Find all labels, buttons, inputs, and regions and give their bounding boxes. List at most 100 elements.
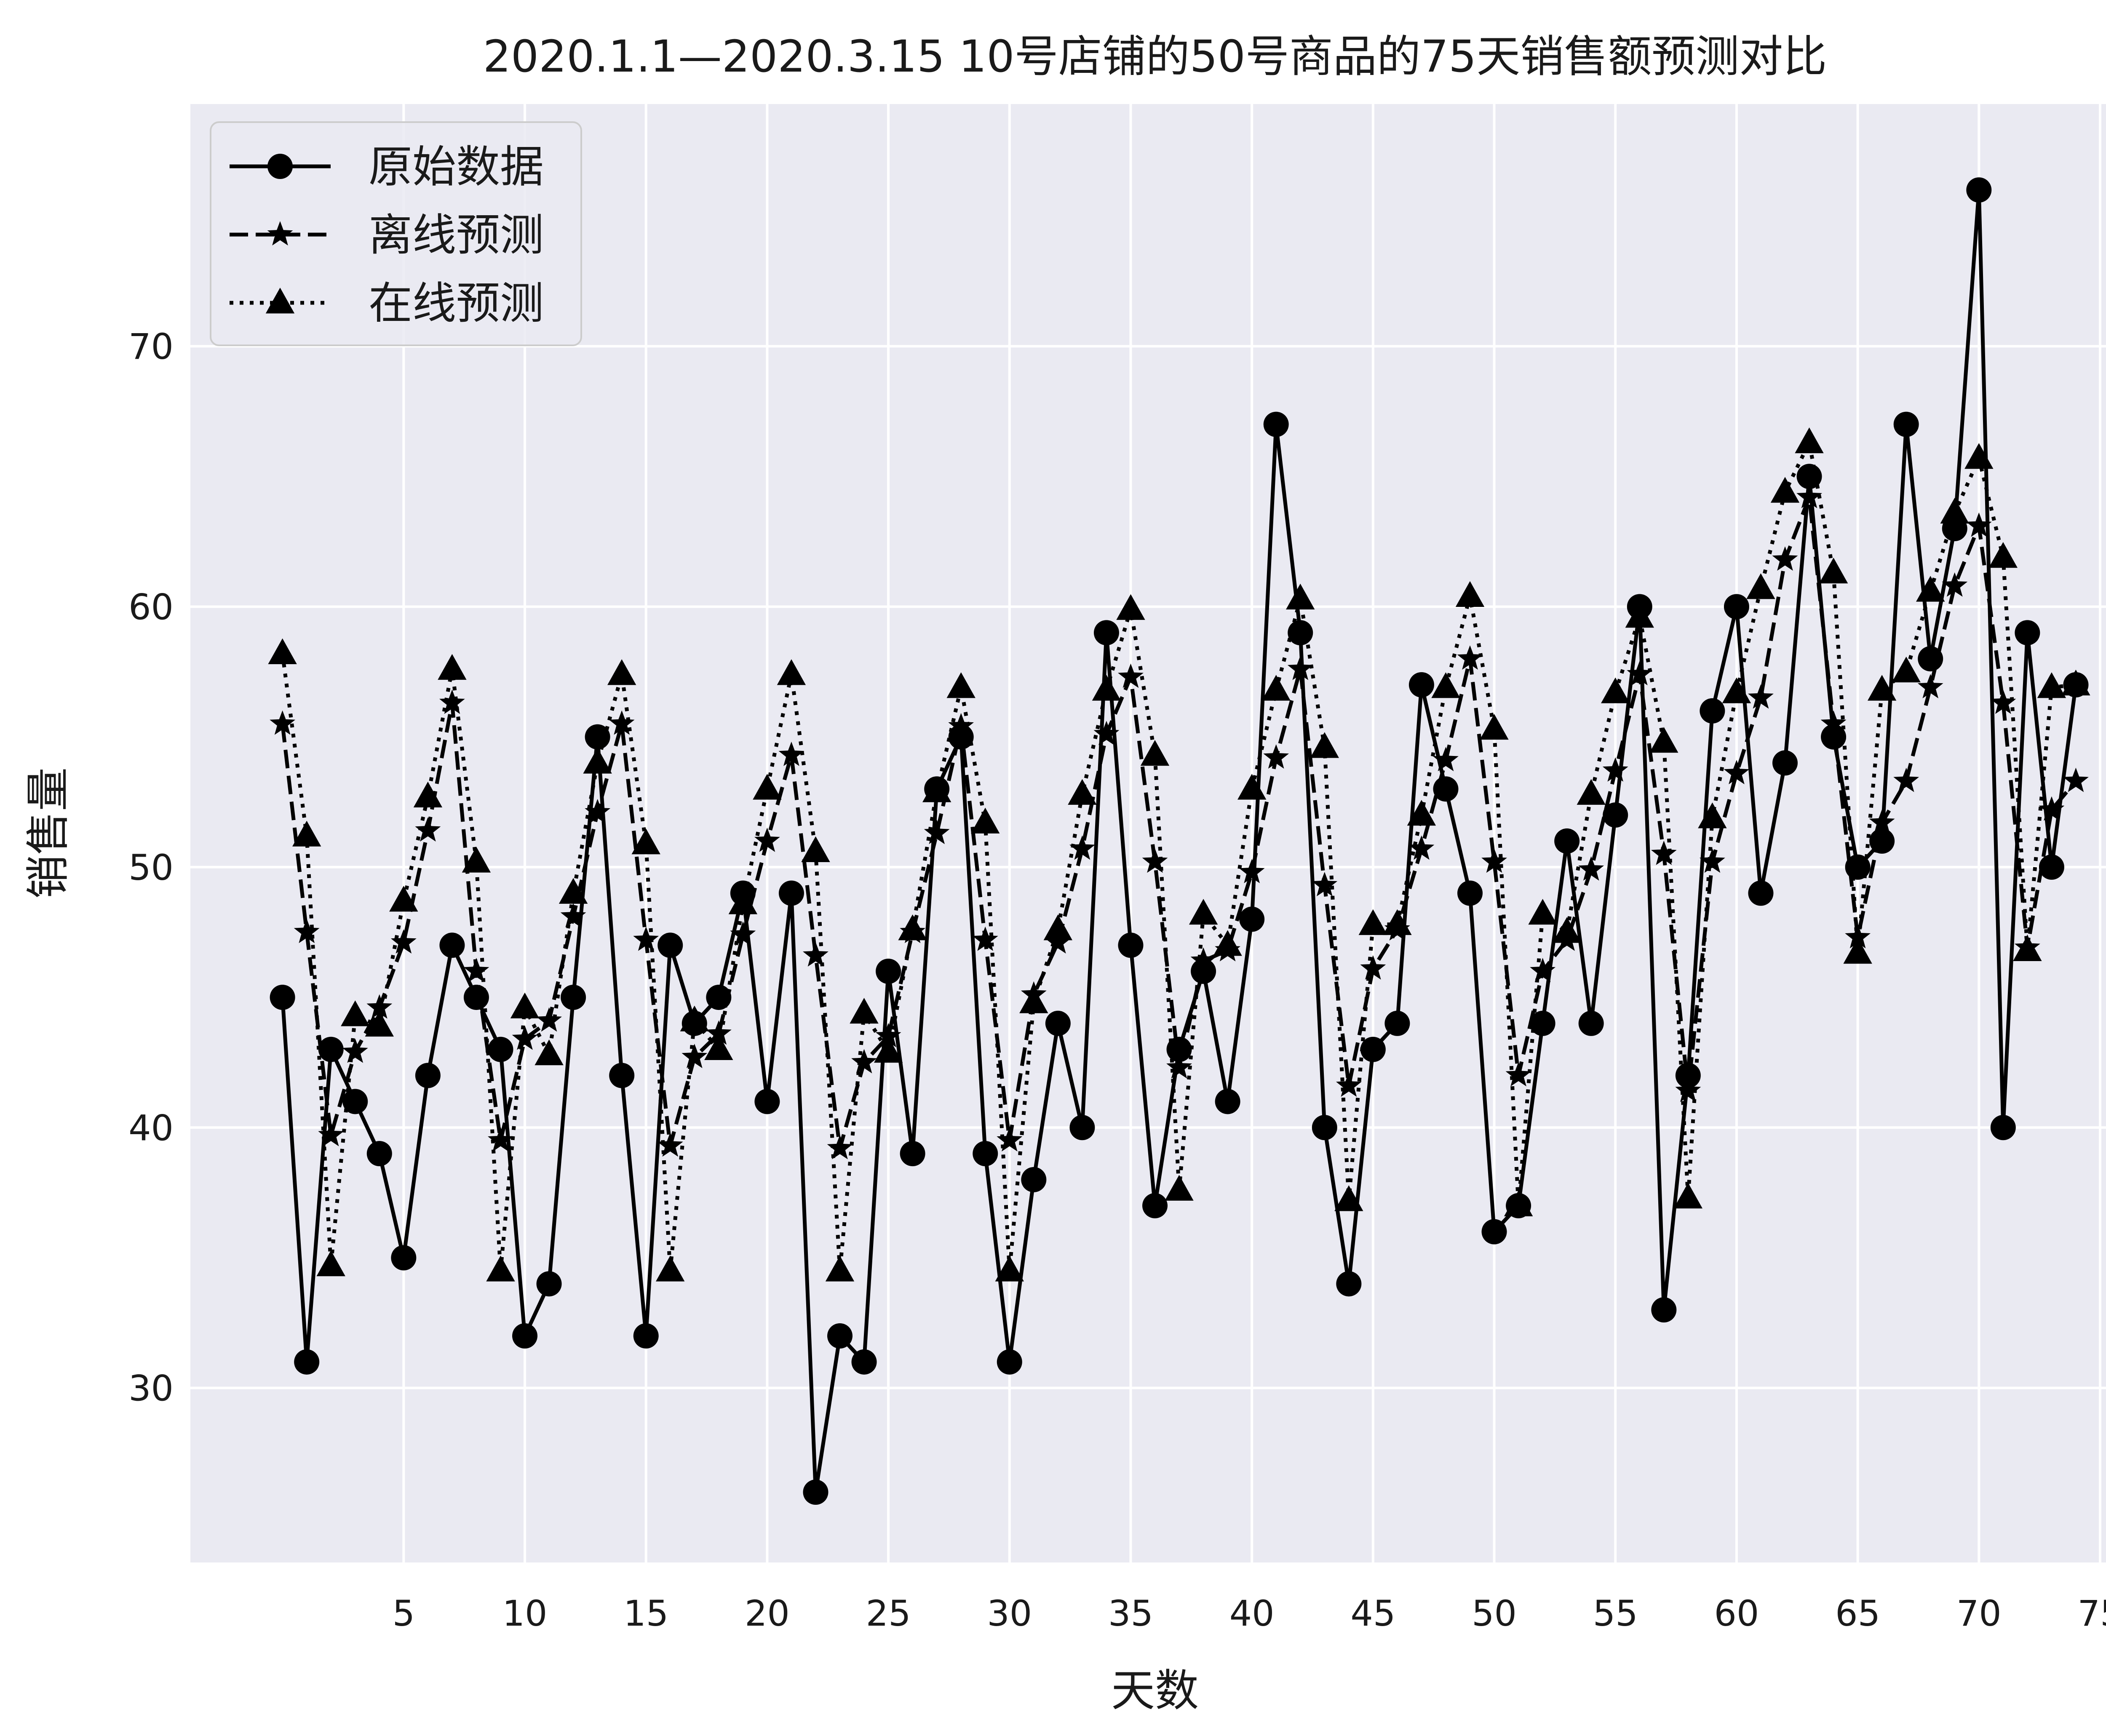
y-tick-label: 50 xyxy=(128,847,174,888)
data-point-triangle xyxy=(1431,672,1460,698)
data-point-star xyxy=(754,828,780,852)
data-point-star xyxy=(1820,710,1847,735)
data-point-circle xyxy=(1700,698,1725,724)
y-tick-label: 40 xyxy=(128,1107,174,1148)
data-point-star xyxy=(1772,546,1798,571)
data-point-triangle xyxy=(971,807,1000,833)
data-point-circle xyxy=(1990,1115,2016,1140)
data-point-triangle xyxy=(631,828,660,855)
data-point-star xyxy=(657,1132,683,1157)
data-point-circle xyxy=(512,1323,538,1349)
data-point-triangle xyxy=(1189,899,1218,925)
legend-label-original: 原始数据 xyxy=(369,141,544,192)
data-point-triangle xyxy=(1261,675,1291,701)
x-tick-label: 50 xyxy=(1472,1593,1517,1634)
x-tick-label: 25 xyxy=(866,1593,911,1634)
data-point-triangle xyxy=(874,1037,903,1063)
data-point-star xyxy=(1602,757,1628,782)
data-point-triangle xyxy=(316,1250,345,1277)
data-point-triangle xyxy=(2061,670,2090,696)
data-point-triangle xyxy=(535,1039,564,1066)
data-point-star xyxy=(730,921,756,946)
x-tick-label: 75 xyxy=(2078,1593,2106,1634)
legend-label-online: 在线预测 xyxy=(369,278,544,329)
data-point-star xyxy=(536,1007,562,1032)
data-point-triangle xyxy=(1528,899,1557,925)
data-point-star xyxy=(1966,512,1992,537)
legend-entry-offline: 离线预测 xyxy=(230,209,544,261)
x-tick-label: 15 xyxy=(623,1593,668,1634)
data-point-circle xyxy=(1796,464,1822,489)
data-point-star xyxy=(439,689,465,714)
data-point-star xyxy=(609,710,635,735)
data-point-triangle xyxy=(1480,714,1509,740)
data-point-triangle xyxy=(341,1000,370,1026)
data-point-star xyxy=(318,1122,344,1146)
data-point-star xyxy=(366,994,393,1019)
data-point-circle xyxy=(561,985,586,1010)
data-point-star xyxy=(1651,841,1677,865)
data-point-star xyxy=(415,817,441,842)
data-point-star xyxy=(1312,872,1338,897)
x-tick-label: 30 xyxy=(987,1593,1032,1634)
data-point-circle xyxy=(754,1089,780,1114)
data-point-triangle xyxy=(1358,909,1387,935)
legend-marker-star xyxy=(267,221,293,246)
data-point-star xyxy=(1942,572,1968,597)
data-point-star xyxy=(1505,1062,1531,1087)
x-tick-label: 20 xyxy=(745,1593,790,1634)
data-point-star xyxy=(1360,955,1386,980)
data-point-circle xyxy=(827,1323,853,1349)
data-point-star xyxy=(1142,848,1168,873)
x-tick-label: 60 xyxy=(1714,1593,1759,1634)
data-point-star xyxy=(463,958,489,983)
data-point-circle xyxy=(488,1036,513,1062)
data-point-star xyxy=(1724,760,1750,785)
data-point-star xyxy=(1481,848,1507,873)
data-point-star xyxy=(778,742,804,766)
data-point-star xyxy=(827,1135,853,1159)
y-tick-label: 30 xyxy=(128,1368,174,1409)
data-point-star xyxy=(1336,1072,1362,1097)
data-point-circle xyxy=(609,1063,635,1088)
chart-title: 2020.1.1—2020.3.15 10号店铺的50号商品的75天销售额预测对… xyxy=(483,31,1827,82)
data-point-triangle xyxy=(413,781,443,808)
data-point-star xyxy=(585,799,611,823)
data-point-triangle xyxy=(389,886,418,912)
data-point-star xyxy=(512,1026,538,1050)
data-point-triangle xyxy=(777,659,806,685)
data-point-circle xyxy=(876,959,901,984)
legend: 原始数据 离线预测 在线预测 xyxy=(210,121,582,346)
data-point-triangle xyxy=(1940,497,1969,524)
data-point-star xyxy=(390,929,417,954)
data-point-star xyxy=(1093,721,1120,745)
data-point-star xyxy=(1796,483,1822,508)
data-point-triangle xyxy=(1310,732,1339,758)
data-point-star xyxy=(1578,856,1604,881)
legend-entry-online: 在线预测 xyxy=(230,278,544,329)
data-point-circle xyxy=(2039,854,2064,880)
data-point-triangle xyxy=(1892,657,1921,683)
data-point-circle xyxy=(851,1349,877,1375)
data-point-star xyxy=(2039,796,2065,821)
data-point-star xyxy=(1748,684,1774,709)
data-point-triangle xyxy=(1770,477,1800,503)
data-point-triangle xyxy=(1140,740,1170,766)
data-point-circle xyxy=(900,1141,925,1167)
data-point-triangle xyxy=(1213,930,1242,956)
x-axis-label: 天数 xyxy=(1111,1665,1199,1716)
data-point-triangle xyxy=(2037,672,2066,698)
legend-marker-circle xyxy=(267,154,293,179)
data-point-star xyxy=(294,919,320,943)
data-point-triangle xyxy=(1916,576,1945,602)
data-point-circle xyxy=(1263,411,1289,437)
data-point-circle xyxy=(1748,880,1774,906)
data-point-circle xyxy=(1093,620,1119,646)
data-point-star xyxy=(1408,835,1435,860)
data-point-circle xyxy=(536,1271,562,1297)
data-point-circle xyxy=(997,1349,1022,1375)
data-point-triangle xyxy=(1867,675,1897,701)
data-point-circle xyxy=(1893,411,1919,437)
data-point-circle xyxy=(973,1141,998,1167)
